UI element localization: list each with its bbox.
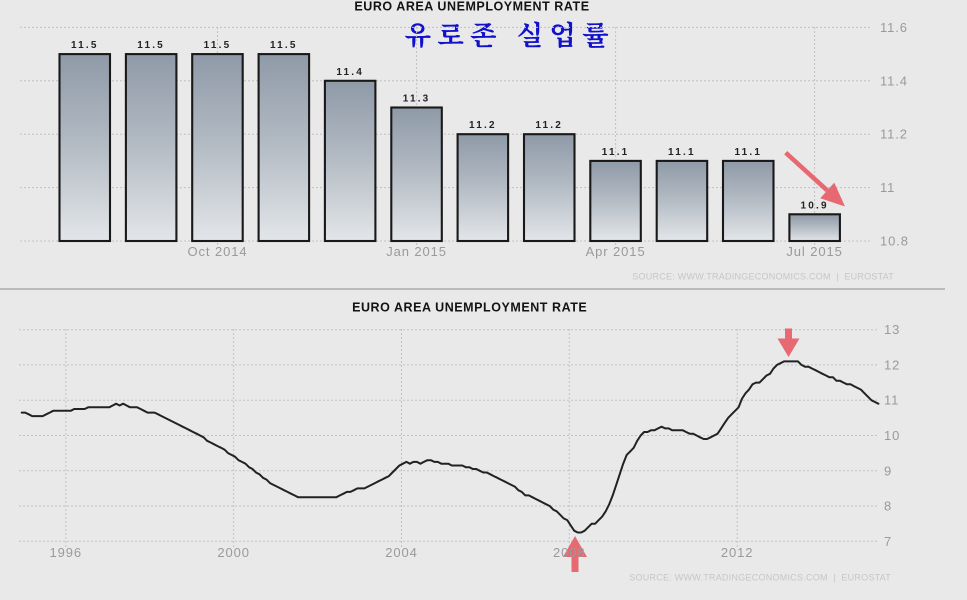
svg-text:11.5: 11.5	[137, 40, 165, 51]
svg-text:Apr 2015: Apr 2015	[586, 244, 646, 259]
svg-text:12: 12	[884, 357, 900, 372]
svg-text:13: 13	[884, 322, 900, 337]
svg-text:11.1: 11.1	[602, 147, 630, 158]
svg-text:10: 10	[884, 428, 900, 443]
svg-text:11.3: 11.3	[403, 94, 431, 105]
svg-text:11.2: 11.2	[469, 120, 497, 131]
svg-text:Oct 2014: Oct 2014	[188, 244, 248, 259]
svg-text:EURO AREA UNEMPLOYMENT RATE: EURO AREA UNEMPLOYMENT RATE	[352, 300, 587, 314]
svg-text:2004: 2004	[385, 545, 418, 560]
svg-text:2008: 2008	[553, 545, 586, 560]
svg-text:Jul 2015: Jul 2015	[786, 244, 842, 259]
svg-text:11.2: 11.2	[535, 120, 563, 131]
svg-text:11.4: 11.4	[880, 73, 908, 88]
svg-text:11: 11	[884, 393, 899, 408]
svg-text:1996: 1996	[50, 545, 83, 560]
svg-text:10.8: 10.8	[880, 234, 909, 249]
svg-text:EURO AREA UNEMPLOYMENT RATE: EURO AREA UNEMPLOYMENT RATE	[354, 0, 589, 14]
svg-text:7: 7	[884, 534, 892, 549]
svg-text:10.9: 10.9	[800, 200, 828, 211]
svg-text:11: 11	[880, 180, 895, 195]
svg-text:11.5: 11.5	[270, 40, 298, 51]
svg-text:SOURCE: WWW.TRADINGECONOMICS.C: SOURCE: WWW.TRADINGECONOMICS.COM | EUROS…	[632, 272, 894, 282]
svg-text:11.1: 11.1	[668, 147, 696, 158]
svg-text:9: 9	[884, 463, 892, 478]
svg-text:2000: 2000	[217, 545, 250, 560]
svg-text:11.2: 11.2	[880, 127, 908, 142]
svg-text:2012: 2012	[721, 545, 754, 560]
svg-text:11.5: 11.5	[204, 40, 232, 51]
svg-text:Jan 2015: Jan 2015	[386, 244, 447, 259]
svg-text:11.1: 11.1	[734, 147, 762, 158]
svg-text:11.5: 11.5	[71, 40, 99, 51]
svg-text:11.6: 11.6	[880, 20, 908, 35]
svg-text:8: 8	[884, 499, 892, 514]
svg-text:11.4: 11.4	[336, 67, 364, 78]
svg-text:SOURCE: WWW.TRADINGECONOMICS.C: SOURCE: WWW.TRADINGECONOMICS.COM | EUROS…	[629, 573, 891, 583]
